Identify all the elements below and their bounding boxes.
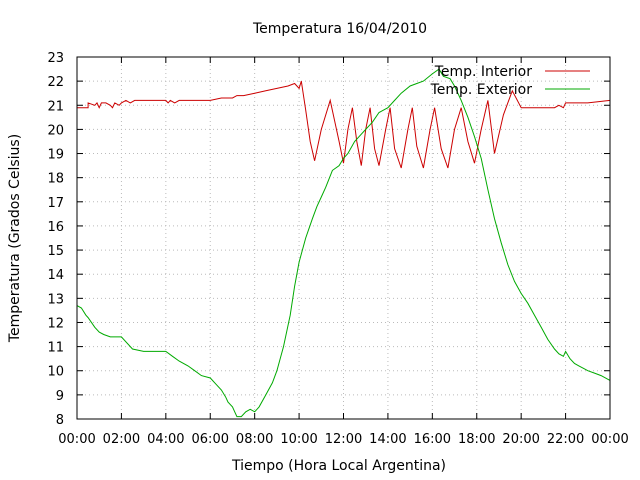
y-tick-label: 15: [47, 244, 64, 259]
y-tick-label: 11: [47, 341, 64, 356]
x-tick-label: 00:00: [58, 432, 95, 447]
y-tick-label: 12: [47, 316, 64, 331]
y-tick-label: 17: [47, 196, 64, 211]
axis-ticks: 8 9 10 11 12 13 14 15 16 17 18 19 20 21 22 23 00:00 02:00…: [47, 51, 628, 447]
x-tick-label: 18:00: [458, 432, 495, 447]
x-tick-label: 16:00: [414, 432, 451, 447]
x-tick-label: 14:00: [369, 432, 406, 447]
y-tick-label: 23: [47, 51, 64, 66]
series-line-exterior: [76, 68, 611, 418]
x-tick-label: 20:00: [502, 432, 539, 447]
series-line-interior: [77, 80, 611, 169]
y-tick-label: 14: [47, 268, 64, 283]
chart-title: Temperatura 16/04/2010: [252, 21, 427, 37]
y-axis-label: Temperatura (Grados Celsius): [7, 134, 23, 343]
x-tick-label: 08:00: [236, 432, 273, 447]
y-tick-label: 16: [47, 220, 64, 235]
y-tick-label: 18: [47, 172, 64, 187]
legend: Temp. Interior Temp. Exterior: [430, 64, 590, 98]
x-tick-label: 12:00: [325, 432, 362, 447]
y-tick-label: 8: [56, 413, 64, 428]
y-tick-label: 9: [56, 389, 64, 404]
y-tick-label: 20: [47, 123, 64, 138]
y-tick-label: 22: [47, 75, 64, 90]
grid-lines: [77, 57, 610, 419]
x-axis-label: Tiempo (Hora Local Argentina): [231, 458, 446, 474]
legend-label: Temp. Interior: [434, 64, 533, 80]
y-tick-label: 21: [47, 99, 64, 114]
x-tick-label: 02:00: [103, 432, 140, 447]
x-tick-label: 10:00: [280, 432, 317, 447]
x-tick-label: 00:00: [591, 432, 628, 447]
plot-frame: [76, 56, 611, 420]
y-tick-label: 10: [47, 365, 64, 380]
y-tick-label: 19: [47, 148, 64, 163]
legend-label: Temp. Exterior: [430, 82, 533, 98]
series-lines: [76, 68, 611, 418]
x-tick-label: 06:00: [192, 432, 229, 447]
x-tick-label: 04:00: [147, 432, 184, 447]
x-tick-label: 22:00: [547, 432, 584, 447]
y-tick-label: 13: [47, 292, 64, 307]
